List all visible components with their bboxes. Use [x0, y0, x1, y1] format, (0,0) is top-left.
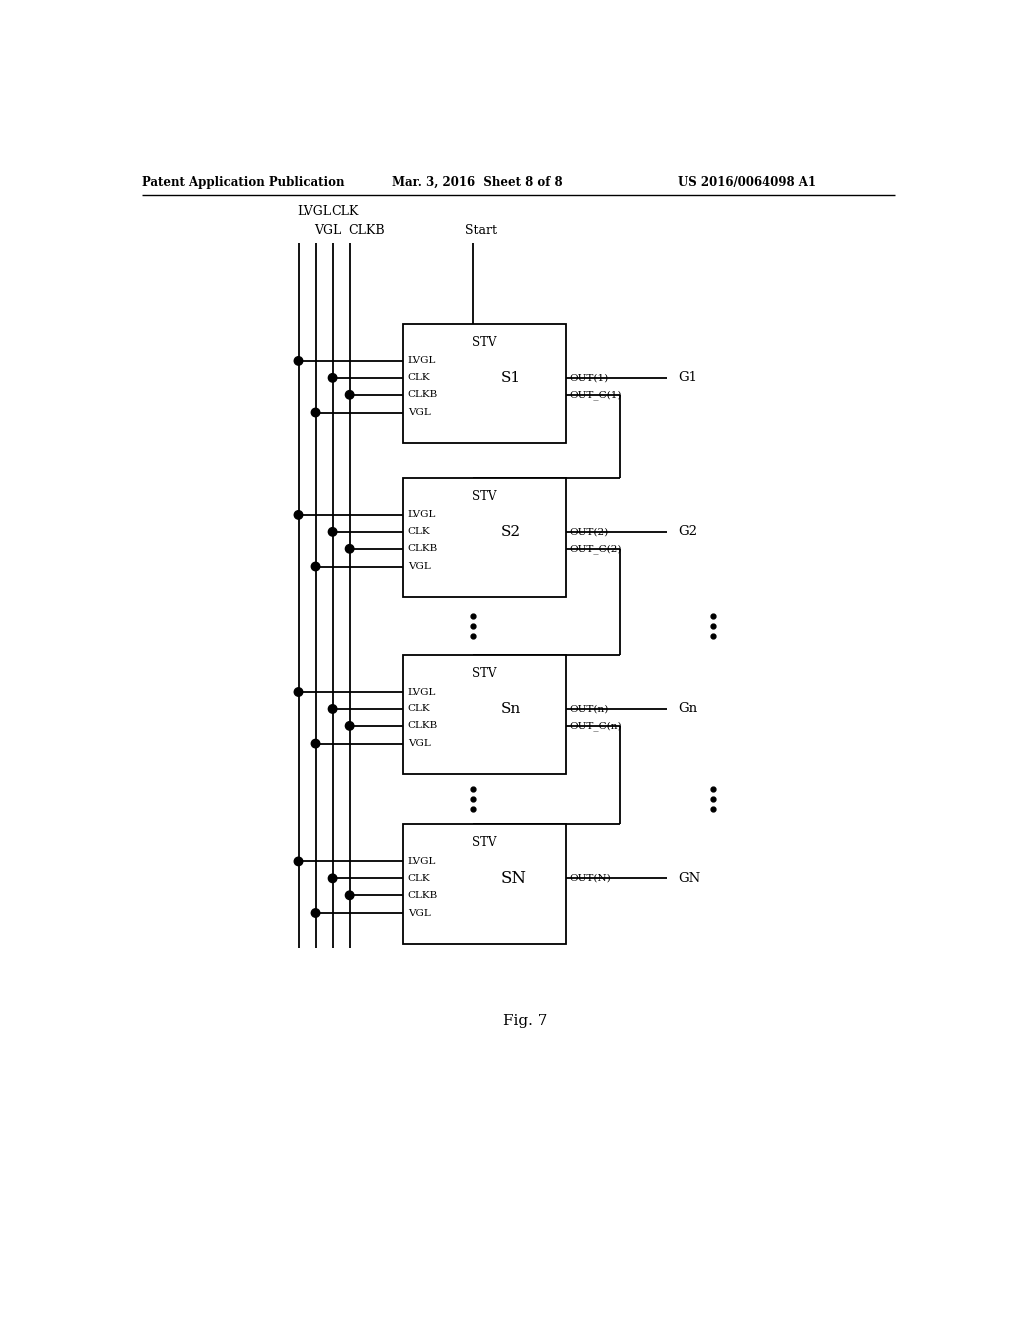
Text: STV: STV [472, 335, 497, 348]
Circle shape [329, 874, 337, 883]
Text: CLK: CLK [408, 374, 430, 383]
Text: CLK: CLK [408, 705, 430, 713]
Text: G1: G1 [678, 371, 697, 384]
Text: CLK: CLK [408, 528, 430, 536]
Text: GN: GN [678, 871, 700, 884]
Circle shape [329, 705, 337, 713]
Text: CLK: CLK [331, 206, 358, 219]
Text: SN: SN [501, 870, 526, 887]
Text: LVGL: LVGL [408, 688, 436, 697]
Circle shape [311, 908, 319, 917]
Circle shape [294, 511, 303, 519]
Text: STV: STV [472, 836, 497, 849]
Text: OUT(2): OUT(2) [569, 528, 608, 536]
Circle shape [311, 739, 319, 748]
Circle shape [345, 722, 354, 730]
Text: S1: S1 [501, 371, 521, 385]
Text: VGL: VGL [314, 224, 341, 238]
Circle shape [294, 688, 303, 696]
Text: CLK: CLK [408, 874, 430, 883]
Text: S2: S2 [501, 525, 521, 539]
Text: Mar. 3, 2016  Sheet 8 of 8: Mar. 3, 2016 Sheet 8 of 8 [391, 176, 562, 189]
Text: Gn: Gn [678, 702, 697, 715]
Circle shape [345, 391, 354, 399]
Text: VGL: VGL [408, 562, 430, 572]
Circle shape [294, 356, 303, 366]
Text: CLKB: CLKB [408, 391, 438, 399]
Circle shape [329, 528, 337, 536]
Text: OUT_C(1): OUT_C(1) [569, 389, 622, 400]
Text: CLKB: CLKB [408, 722, 438, 730]
Circle shape [311, 562, 319, 570]
Text: CLKB: CLKB [348, 224, 385, 238]
Circle shape [311, 408, 319, 417]
Text: LVGL: LVGL [297, 206, 331, 219]
Text: Sn: Sn [501, 702, 521, 715]
Text: CLKB: CLKB [408, 891, 438, 900]
Text: US 2016/0064098 A1: US 2016/0064098 A1 [678, 176, 816, 189]
Bar [403, 478, 566, 598]
Circle shape [329, 374, 337, 381]
Text: VGL: VGL [408, 739, 430, 748]
Circle shape [345, 545, 354, 553]
Circle shape [294, 857, 303, 866]
Text: LVGL: LVGL [408, 857, 436, 866]
Text: VGL: VGL [408, 408, 430, 417]
Text: OUT_C(n): OUT_C(n) [569, 721, 622, 731]
Text: CLKB: CLKB [408, 544, 438, 553]
Text: OUT(N): OUT(N) [569, 874, 610, 883]
Circle shape [345, 891, 354, 899]
Text: Fig. 7: Fig. 7 [503, 1014, 547, 1028]
Bar [403, 655, 566, 775]
Bar [403, 323, 566, 444]
Text: STV: STV [472, 490, 497, 503]
Text: OUT_C(2): OUT_C(2) [569, 544, 622, 553]
Text: LVGL: LVGL [408, 356, 436, 366]
Text: LVGL: LVGL [408, 511, 436, 519]
Text: Start: Start [465, 224, 497, 238]
Text: STV: STV [472, 667, 497, 680]
Text: Patent Application Publication: Patent Application Publication [142, 176, 344, 189]
Text: VGL: VGL [408, 908, 430, 917]
Text: OUT(1): OUT(1) [569, 374, 608, 383]
Text: OUT(n): OUT(n) [569, 705, 608, 713]
Text: G2: G2 [678, 525, 697, 539]
Bar [403, 825, 566, 944]
